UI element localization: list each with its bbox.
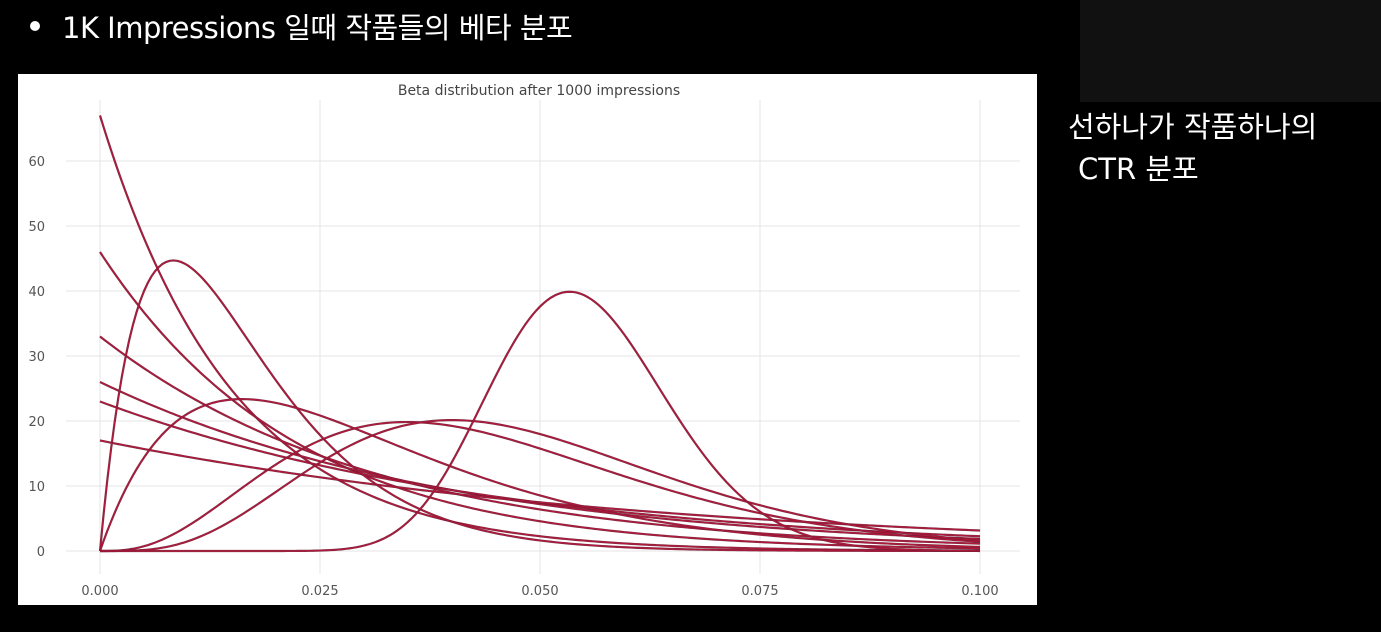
x-tick-label: 0.025 <box>301 584 338 599</box>
top-right-panel <box>1080 0 1381 102</box>
y-tick-label: 60 <box>28 155 45 170</box>
y-tick-label: 30 <box>28 350 45 365</box>
y-tick-label: 20 <box>28 415 45 430</box>
x-tick-label: 0.050 <box>521 584 558 599</box>
series-line <box>100 419 981 552</box>
side-note-line1: 선하나가 작품하나의 <box>1068 110 1318 144</box>
series-line <box>100 421 981 552</box>
y-tick-label: 0 <box>37 545 45 560</box>
tick-labels: 0.000 0.025 0.050 0.075 0.100 0 10 20 30 40 50 60 <box>28 155 998 599</box>
side-note: 선하나가 작품하나의 CTR 분포 <box>1068 106 1317 190</box>
series-line <box>99 251 981 549</box>
series-line <box>99 439 981 532</box>
x-tick-label: 0.100 <box>961 584 998 599</box>
y-tick-label: 50 <box>28 220 45 235</box>
x-tick-label: 0.075 <box>741 584 778 599</box>
bullet-icon <box>30 21 40 31</box>
chart-panel: Beta distribution after 1000 impressions… <box>18 74 1037 605</box>
y-tick-label: 10 <box>28 480 45 495</box>
chart-title: Beta distribution after 1000 impressions <box>398 83 680 99</box>
x-tick-label: 0.000 <box>81 584 118 599</box>
series-line <box>99 336 981 545</box>
slide-heading-text: 1K Impressions 일때 작품들의 베타 분포 <box>62 11 573 45</box>
y-tick-label: 40 <box>28 285 45 300</box>
series-line <box>100 291 981 552</box>
slide-heading: 1K Impressions 일때 작품들의 베타 분포 <box>26 4 573 48</box>
side-note-line2: CTR 분포 <box>1078 152 1199 186</box>
series-line <box>99 381 981 540</box>
series-line <box>99 115 981 552</box>
beta-distribution-chart: Beta distribution after 1000 impressions… <box>28 83 1020 599</box>
series-lines <box>98 115 981 553</box>
series-line <box>99 398 981 552</box>
series-line <box>99 259 981 552</box>
